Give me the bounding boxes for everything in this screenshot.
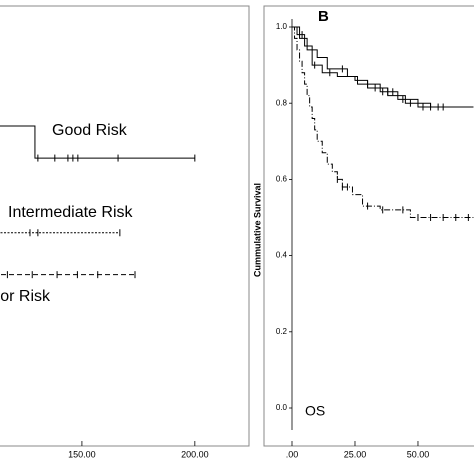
y-axis-label: Cummulative Survival bbox=[252, 183, 262, 277]
y-tick-label: 1.0 bbox=[276, 22, 288, 31]
survival-curve bbox=[292, 26, 474, 218]
x-tick-label: 200.00 bbox=[181, 449, 209, 459]
survival-curve bbox=[292, 26, 474, 108]
series-label: Intermediate Risk bbox=[8, 204, 133, 221]
y-tick-label: 0.6 bbox=[276, 175, 288, 184]
panel-a-frame bbox=[0, 5, 250, 447]
panel-b-frame bbox=[263, 5, 474, 447]
y-tick-label: 0.4 bbox=[276, 251, 288, 260]
y-tick-label: 0.0 bbox=[276, 403, 288, 412]
x-tick-label: 150.00 bbox=[68, 449, 96, 459]
survival-curve bbox=[0, 125, 195, 159]
x-tick-label: 25.00 bbox=[344, 449, 367, 459]
y-tick-label: 0.2 bbox=[276, 327, 288, 336]
series-label: Good Risk bbox=[52, 122, 128, 139]
x-tick-label: 50.00 bbox=[407, 449, 430, 459]
survival-curve bbox=[292, 26, 474, 108]
series-label: Poor Risk bbox=[0, 288, 51, 305]
y-tick-label: 0.8 bbox=[276, 98, 288, 107]
panel-title: B bbox=[318, 8, 329, 25]
x-tick-label: .00 bbox=[286, 449, 299, 459]
annotation: OS bbox=[305, 403, 325, 419]
